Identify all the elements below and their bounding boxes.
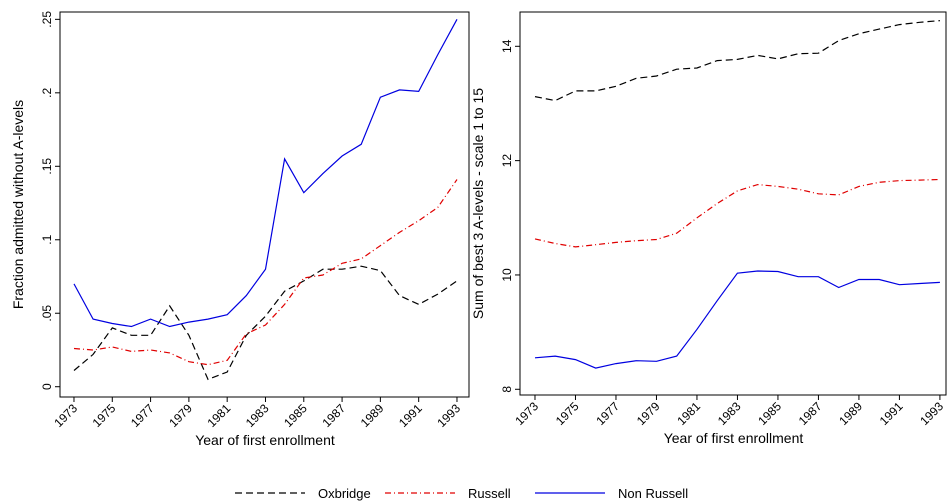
series-line xyxy=(534,20,940,102)
x-tick-label: 1973 xyxy=(512,399,541,428)
x-tick-label: 1983 xyxy=(715,399,744,428)
plot-frame xyxy=(59,11,470,398)
x-tick-label: 1983 xyxy=(243,401,272,430)
y-tick-label: .1 xyxy=(40,234,54,244)
series-line xyxy=(73,265,458,381)
x-axis-title: Year of first enrollment xyxy=(195,432,335,448)
x-tick-label: 1973 xyxy=(51,401,80,430)
series-line xyxy=(73,19,458,328)
y-tick-label: 0 xyxy=(40,383,54,390)
x-tick-label: 1975 xyxy=(553,399,582,428)
x-tick-label: 1993 xyxy=(434,401,463,430)
x-tick-label: 1993 xyxy=(917,399,946,428)
y-axis-title: Fraction admitted without A-levels xyxy=(10,100,26,309)
x-tick-label: 1987 xyxy=(796,399,825,428)
x-tick-label: 1989 xyxy=(836,399,865,428)
x-tick-label: 1985 xyxy=(755,399,784,428)
x-axis-title: Year of first enrollment xyxy=(664,430,804,446)
y-tick-label: .15 xyxy=(40,158,54,175)
y-tick-label: 14 xyxy=(500,39,514,53)
y-tick-label: 10 xyxy=(500,268,514,282)
y-tick-label: .2 xyxy=(40,87,54,97)
x-tick-label: 1981 xyxy=(674,399,703,428)
series-line xyxy=(73,179,458,366)
x-tick-label: 1985 xyxy=(281,401,310,430)
y-tick-label: .05 xyxy=(40,305,54,322)
x-tick-label: 1989 xyxy=(358,401,387,430)
series-line xyxy=(534,270,940,369)
y-axis-title: Sum of best 3 A-levels - scale 1 to 15 xyxy=(470,88,486,319)
x-tick-label: 1981 xyxy=(205,401,234,430)
x-tick-label: 1979 xyxy=(166,401,195,430)
plot-frame xyxy=(519,11,947,396)
x-tick-label: 1987 xyxy=(319,401,348,430)
x-tick-label: 1991 xyxy=(877,399,906,428)
x-tick-label: 1991 xyxy=(396,401,425,430)
x-tick-label: 1977 xyxy=(593,399,622,428)
legend-label: Non Russell xyxy=(618,486,688,501)
legend-label: Russell xyxy=(468,486,511,501)
series-line xyxy=(534,178,940,248)
x-tick-label: 1977 xyxy=(128,401,157,430)
x-tick-label: 1975 xyxy=(90,401,119,430)
y-tick-label: 8 xyxy=(500,386,514,393)
y-tick-label: .25 xyxy=(40,11,54,28)
y-tick-label: 12 xyxy=(500,154,514,168)
x-tick-label: 1979 xyxy=(634,399,663,428)
legend-label: Oxbridge xyxy=(318,486,371,501)
